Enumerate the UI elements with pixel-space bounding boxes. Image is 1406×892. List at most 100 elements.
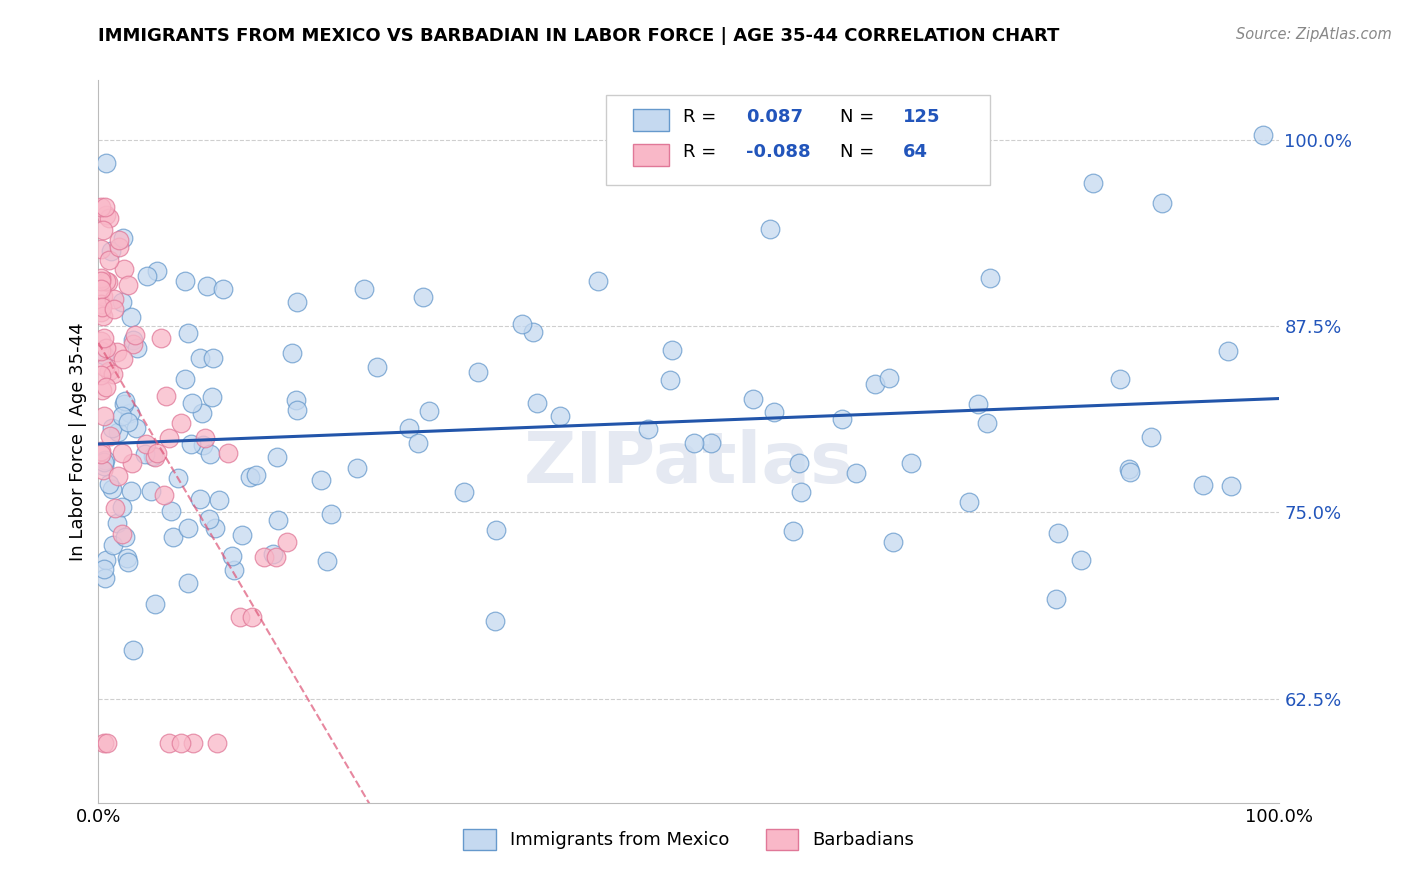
Point	[239, 470, 262, 484]
Point	[221, 549, 243, 563]
Point	[107, 425, 129, 439]
Point	[1070, 552, 1092, 566]
Text: ZIPatlas: ZIPatlas	[524, 429, 853, 498]
Point	[120, 310, 142, 324]
Point	[101, 482, 124, 496]
Point	[467, 365, 489, 379]
Point	[125, 341, 148, 355]
Point	[197, 511, 219, 525]
Point	[790, 485, 813, 500]
Point	[1192, 478, 1215, 492]
Point	[1118, 462, 1140, 476]
Point	[94, 553, 117, 567]
Point	[111, 231, 134, 245]
Text: 64: 64	[903, 143, 928, 161]
Point	[153, 488, 176, 502]
Point	[96, 736, 118, 750]
Point	[112, 352, 135, 367]
Point	[188, 491, 211, 506]
Point	[194, 431, 217, 445]
Point	[882, 534, 904, 549]
Point	[170, 736, 193, 750]
Point	[142, 449, 165, 463]
Point	[93, 562, 115, 576]
Point	[1150, 196, 1173, 211]
Point	[309, 473, 332, 487]
Point	[117, 277, 139, 292]
Point	[146, 264, 169, 278]
Point	[110, 295, 132, 310]
Point	[957, 495, 980, 509]
Point	[94, 208, 117, 222]
Point	[107, 468, 129, 483]
Point	[91, 300, 114, 314]
Point	[90, 447, 112, 461]
Point	[510, 317, 533, 331]
Point	[224, 563, 246, 577]
Text: N =: N =	[841, 108, 875, 126]
Point	[91, 463, 114, 477]
Point	[264, 549, 287, 564]
Point	[1083, 176, 1105, 190]
Point	[91, 309, 114, 323]
Text: R =: R =	[683, 143, 723, 161]
Point	[121, 456, 143, 470]
Text: 125: 125	[903, 108, 941, 126]
FancyBboxPatch shape	[634, 144, 669, 166]
Point	[245, 467, 267, 482]
Point	[418, 404, 440, 418]
Point	[90, 271, 112, 285]
Point	[217, 446, 239, 460]
Point	[134, 447, 156, 461]
Point	[700, 435, 723, 450]
Point	[103, 301, 125, 316]
Point	[143, 450, 166, 465]
Point	[661, 343, 683, 358]
Point	[398, 421, 420, 435]
Point	[1047, 525, 1070, 540]
Point	[98, 211, 121, 226]
Text: IMMIGRANTS FROM MEXICO VS BARBADIAN IN LABOR FORCE | AGE 35-44 CORRELATION CHART: IMMIGRANTS FROM MEXICO VS BARBADIAN IN L…	[98, 27, 1060, 45]
Point	[90, 443, 112, 458]
Point	[966, 397, 988, 411]
Point	[91, 384, 114, 398]
Point	[522, 325, 544, 339]
Point	[190, 407, 212, 421]
Point	[124, 327, 146, 342]
Point	[94, 359, 117, 374]
Point	[319, 507, 342, 521]
Point	[1251, 128, 1274, 143]
Legend: Immigrants from Mexico, Barbadians: Immigrants from Mexico, Barbadians	[454, 820, 924, 859]
Point	[406, 436, 429, 450]
Point	[90, 305, 112, 319]
Point	[110, 500, 132, 515]
Point	[90, 368, 112, 383]
Point	[637, 422, 659, 436]
Point	[121, 642, 143, 657]
Point	[114, 530, 136, 544]
Point	[114, 397, 136, 411]
Point	[177, 520, 200, 534]
Point	[93, 331, 115, 345]
Point	[120, 483, 142, 498]
Point	[742, 392, 765, 407]
Point	[112, 261, 135, 276]
Point	[266, 450, 288, 464]
Point	[412, 290, 434, 304]
Text: R =: R =	[683, 108, 723, 126]
Point	[143, 597, 166, 611]
Point	[1216, 343, 1239, 358]
Point	[979, 271, 1001, 285]
Point	[200, 447, 222, 461]
Point	[117, 555, 139, 569]
Point	[110, 446, 132, 460]
Point	[253, 549, 276, 564]
Point	[170, 416, 193, 430]
Point	[181, 395, 204, 409]
Point	[90, 297, 112, 311]
Point	[844, 466, 866, 480]
Point	[763, 404, 786, 418]
Point	[146, 446, 169, 460]
Point	[205, 736, 228, 750]
Point	[1045, 591, 1067, 606]
